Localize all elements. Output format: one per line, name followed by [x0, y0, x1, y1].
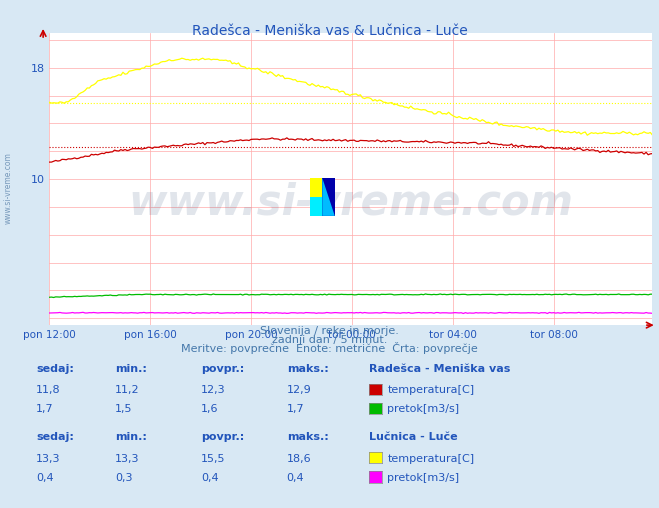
Text: 1,7: 1,7	[287, 404, 304, 415]
Text: povpr.:: povpr.:	[201, 364, 244, 374]
Text: sedaj:: sedaj:	[36, 432, 74, 442]
Text: pretok[m3/s]: pretok[m3/s]	[387, 404, 459, 415]
Text: Radešca - Meniška vas & Lučnica - Luče: Radešca - Meniška vas & Lučnica - Luče	[192, 24, 467, 38]
Text: Radešca - Meniška vas: Radešca - Meniška vas	[369, 364, 511, 374]
Text: 18,6: 18,6	[287, 454, 311, 464]
Bar	[310, 178, 322, 197]
Text: 11,2: 11,2	[115, 385, 140, 395]
Text: 15,5: 15,5	[201, 454, 225, 464]
Text: 12,3: 12,3	[201, 385, 225, 395]
Polygon shape	[322, 178, 335, 216]
Text: Slovenija / reke in morje.: Slovenija / reke in morje.	[260, 326, 399, 336]
Bar	[310, 197, 322, 216]
Bar	[322, 178, 335, 216]
Text: www.si-vreme.com: www.si-vreme.com	[4, 152, 13, 224]
Text: min.:: min.:	[115, 432, 147, 442]
Text: 1,6: 1,6	[201, 404, 219, 415]
Text: 11,8: 11,8	[36, 385, 61, 395]
Text: 1,5: 1,5	[115, 404, 133, 415]
Text: 0,4: 0,4	[287, 473, 304, 483]
Text: temperatura[C]: temperatura[C]	[387, 385, 474, 395]
Text: Lučnica - Luče: Lučnica - Luče	[369, 432, 457, 442]
Text: temperatura[C]: temperatura[C]	[387, 454, 474, 464]
Text: pretok[m3/s]: pretok[m3/s]	[387, 473, 459, 483]
Text: sedaj:: sedaj:	[36, 364, 74, 374]
Text: maks.:: maks.:	[287, 364, 328, 374]
Text: 0,4: 0,4	[36, 473, 54, 483]
Text: 1,7: 1,7	[36, 404, 54, 415]
Text: 12,9: 12,9	[287, 385, 312, 395]
Text: 0,3: 0,3	[115, 473, 133, 483]
Text: 13,3: 13,3	[115, 454, 140, 464]
Text: zadnji dan / 5 minut.: zadnji dan / 5 minut.	[272, 335, 387, 345]
Text: www.si-vreme.com: www.si-vreme.com	[129, 181, 573, 224]
Text: 0,4: 0,4	[201, 473, 219, 483]
Text: 13,3: 13,3	[36, 454, 61, 464]
Text: Meritve: povprečne  Enote: metrične  Črta: povprečje: Meritve: povprečne Enote: metrične Črta:…	[181, 342, 478, 354]
Text: maks.:: maks.:	[287, 432, 328, 442]
Text: min.:: min.:	[115, 364, 147, 374]
Text: povpr.:: povpr.:	[201, 432, 244, 442]
